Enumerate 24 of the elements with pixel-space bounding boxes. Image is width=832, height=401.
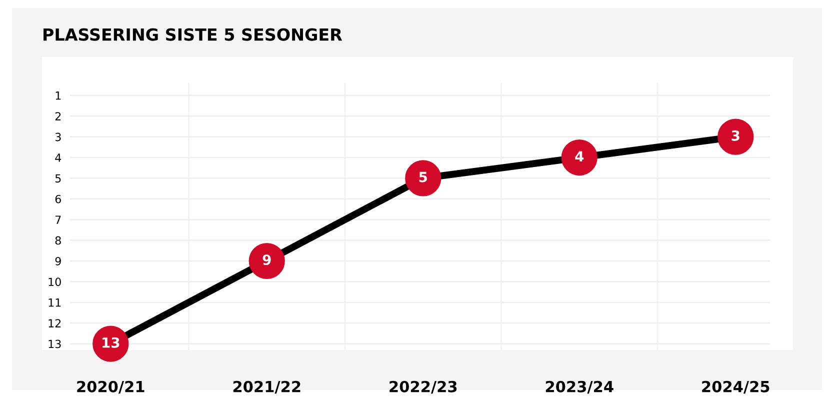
x-tick-label: 2023/24 <box>546 380 614 394</box>
y-tick-label: 4 <box>55 154 62 162</box>
data-label: 3 <box>732 130 740 141</box>
chart-title: PLASSERING SISTE 5 SESONGER <box>44 28 342 41</box>
y-tick-label: 13 <box>48 340 61 348</box>
y-tick-label: 6 <box>55 194 61 204</box>
x-tick-label: 2022/23 <box>390 380 457 394</box>
y-tick-label: 11 <box>48 298 61 307</box>
y-tick-label: 3 <box>55 132 61 142</box>
y-tick-label: 5 <box>55 174 61 183</box>
y-tick-label: 8 <box>55 236 61 245</box>
y-tick-label: 9 <box>55 256 61 266</box>
data-label: 4 <box>575 151 584 162</box>
data-label: 13 <box>102 337 120 348</box>
y-tick-label: 1 <box>56 92 61 100</box>
data-label: 5 <box>419 172 427 182</box>
y-tick-label: 10 <box>48 278 61 286</box>
x-tick-label: 2021/22 <box>233 380 300 394</box>
x-tick-label: 2024/25 <box>702 380 770 394</box>
y-tick-label: 12 <box>48 319 61 328</box>
y-tick-label: 2 <box>55 112 61 120</box>
y-tick-label: 7 <box>56 216 61 224</box>
data-label: 9 <box>262 254 271 266</box>
x-tick-label: 2020/21 <box>77 380 144 394</box>
